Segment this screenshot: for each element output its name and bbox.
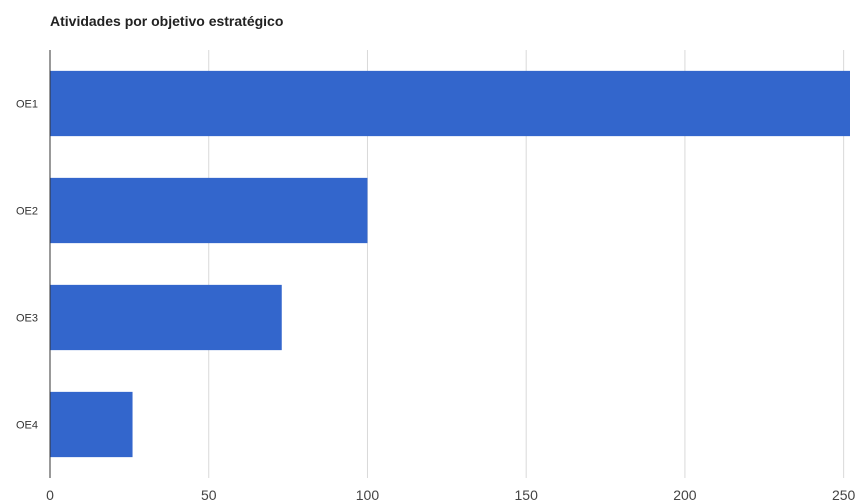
category-label: OE2	[16, 206, 38, 218]
x-axis-tick-labels: 0 50 100 150 200 250	[46, 487, 855, 502]
x-tick-label: 100	[356, 487, 380, 502]
x-tick-label: 50	[201, 487, 217, 502]
bars	[50, 70, 850, 458]
x-tick-label: 0	[46, 487, 54, 502]
x-tick-label: 250	[832, 487, 856, 502]
chart-title: Atividades por objetivo estratégico	[50, 13, 283, 29]
category-label: OE1	[16, 99, 38, 111]
x-tick-label: 200	[673, 487, 697, 502]
bar-oe3[interactable]	[50, 284, 282, 351]
category-label: OE3	[16, 313, 38, 325]
category-labels: OE1 OE2 OE3 OE4	[16, 99, 38, 432]
bar-oe2[interactable]	[50, 177, 368, 244]
x-tick-label: 150	[515, 487, 539, 502]
bar-oe1[interactable]	[50, 70, 850, 137]
category-label: OE4	[16, 420, 38, 432]
bar-oe4[interactable]	[50, 391, 133, 458]
